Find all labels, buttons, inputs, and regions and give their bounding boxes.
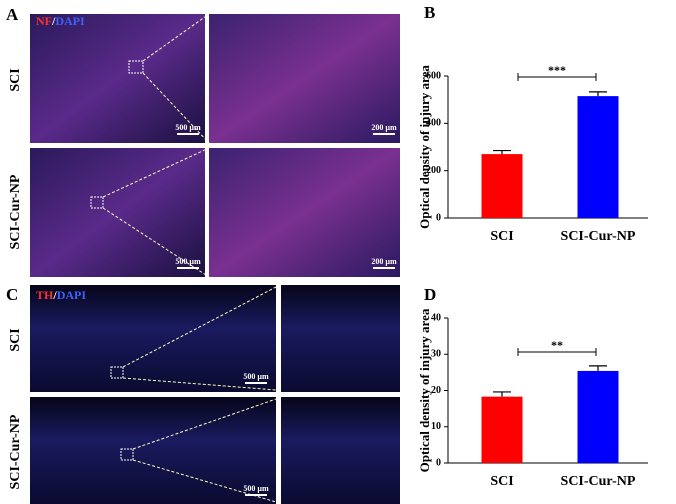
significance-label: ** (551, 338, 563, 352)
y-tick-label: 10 (431, 421, 441, 432)
micrograph (30, 285, 276, 392)
stain-sep: / (51, 14, 56, 28)
x-tick-label: SCI (490, 474, 513, 489)
stain: DAPI (57, 288, 87, 302)
y-tick-label: 400 (426, 118, 441, 129)
x-tick-label: SCI (490, 229, 513, 244)
scale-label: 200 µm (371, 123, 397, 132)
y-axis-label: Optical density of injury area (417, 308, 432, 472)
scale-label: 500 µm (243, 372, 269, 381)
stain-label: NF/DAPI (36, 14, 85, 28)
zoom-line (142, 72, 210, 144)
zoom-line (132, 398, 277, 450)
panel-letter: C (6, 285, 18, 304)
row-label: SCI-Cur-NP (8, 174, 23, 249)
y-tick-label: 40 (431, 312, 441, 323)
panel-letter: B (424, 3, 435, 22)
y-tick-label: 0 (436, 212, 441, 223)
zoom-line (122, 286, 277, 368)
row-label: SCI (8, 328, 23, 351)
scale-label: 500 µm (175, 123, 201, 132)
y-tick-label: 30 (431, 349, 441, 360)
row-label: SCI (8, 68, 23, 91)
panel-letter: D (424, 285, 436, 304)
y-tick-label: 600 (426, 70, 441, 81)
significance-bracket (517, 348, 597, 356)
bar (481, 154, 523, 218)
significance-bracket (517, 73, 597, 81)
error-bar (589, 91, 607, 97)
row-label: SCI-Cur-NP (8, 414, 23, 489)
y-tick-label: 20 (431, 385, 441, 396)
zoom-box (120, 448, 134, 461)
zoom-line (102, 207, 210, 278)
error-bar (589, 365, 607, 371)
scale-label: 200 µm (371, 257, 397, 266)
y-tick-label: 0 (436, 457, 441, 468)
stain-sep: / (52, 288, 57, 302)
bar (577, 370, 619, 463)
significance-label: *** (548, 63, 566, 77)
error-bar (493, 149, 511, 155)
micrograph (30, 14, 205, 143)
zoom-box (90, 196, 104, 209)
zoom-box (110, 366, 124, 379)
bar (481, 396, 523, 463)
zoom-line (142, 13, 210, 62)
bar (577, 96, 619, 218)
scale-label: 500 µm (243, 484, 269, 493)
micrograph (209, 14, 400, 143)
micrograph (281, 397, 400, 504)
zoom-line (122, 377, 277, 391)
zoom-box (128, 60, 144, 74)
stain: NF (36, 14, 52, 28)
y-tick-label: 200 (426, 165, 441, 176)
zoom-line (102, 147, 210, 198)
micrograph (209, 148, 400, 277)
stain: TH (36, 288, 54, 302)
stain-label: TH/DAPI (36, 288, 86, 302)
error-bar (493, 391, 511, 397)
micrograph (281, 285, 400, 392)
y-axis-label: Optical density of injury area (417, 65, 432, 229)
x-tick-label: SCI-Cur-NP (561, 229, 636, 244)
stain: DAPI (55, 14, 85, 28)
panel-letter: A (6, 5, 19, 24)
x-tick-label: SCI-Cur-NP (561, 474, 636, 489)
micrograph (30, 397, 276, 504)
scale-label: 500 µm (175, 257, 201, 266)
